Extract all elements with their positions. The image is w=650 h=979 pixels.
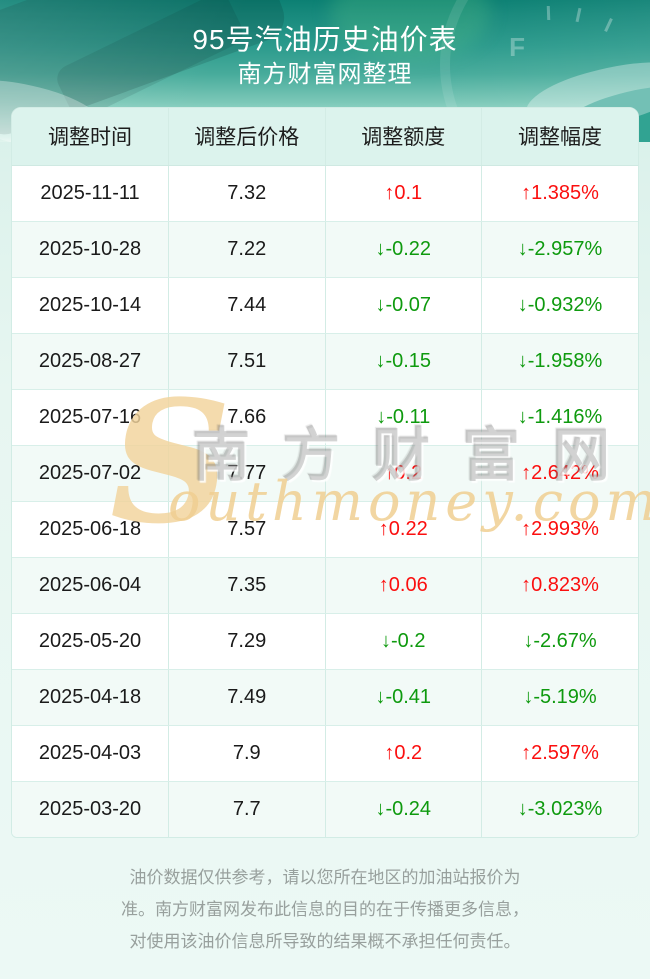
cell-change: ↑0.2 <box>325 725 482 782</box>
cell-percent: ↓-1.416% <box>481 389 638 446</box>
cell-price: 7.51 <box>168 333 326 390</box>
cell-date: 2025-07-16 <box>12 389 169 446</box>
table-row: 2025-06-04 7.35 ↑0.06 ↑0.823% <box>12 557 638 614</box>
disclaimer-line: 油价数据仅供参考，请以您所在地区的加油站报价为 <box>129 868 521 887</box>
cell-percent: ↓-0.932% <box>481 277 638 334</box>
cell-percent: ↑1.385% <box>481 165 638 222</box>
cell-change: ↑0.2 <box>325 445 482 502</box>
cell-date: 2025-10-14 <box>12 277 169 334</box>
col-header-adjust-amount: 调整额度 <box>325 108 482 166</box>
table-row: 2025-10-14 7.44 ↓-0.07 ↓-0.932% <box>12 277 638 334</box>
cell-change: ↑0.06 <box>325 557 482 614</box>
cell-date: 2025-07-02 <box>12 445 169 502</box>
table-row: 2025-03-20 7.7 ↓-0.24 ↓-3.023% <box>12 781 638 837</box>
table-row: 2025-08-27 7.51 ↓-0.15 ↓-1.958% <box>12 333 638 390</box>
col-header-adjusted-price: 调整后价格 <box>168 108 326 166</box>
table-row: 2025-04-03 7.9 ↑0.2 ↑2.597% <box>12 725 638 782</box>
price-table: 调整时间 调整后价格 调整额度 调整幅度 2025-11-11 7.32 ↑0.… <box>12 108 638 837</box>
cell-date: 2025-06-04 <box>12 557 169 614</box>
cell-price: 7.57 <box>168 501 326 558</box>
disclaimer-line: 准。南方财富网发布此信息的目的在于传播更多信息， <box>121 900 529 919</box>
cell-date: 2025-08-27 <box>12 333 169 390</box>
cell-change: ↓-0.24 <box>325 781 482 837</box>
cell-percent: ↑0.823% <box>481 557 638 614</box>
page-title: 95号汽油历史油价表 <box>192 24 458 55</box>
table-row: 2025-10-28 7.22 ↓-0.22 ↓-2.957% <box>12 221 638 278</box>
cell-change: ↓-0.11 <box>325 389 482 446</box>
cell-percent: ↓-2.957% <box>481 221 638 278</box>
cell-change: ↑0.22 <box>325 501 482 558</box>
col-header-adjust-range: 调整幅度 <box>481 108 638 166</box>
cell-price: 7.77 <box>168 445 326 502</box>
cell-price: 7.66 <box>168 389 326 446</box>
cell-percent: ↓-1.958% <box>481 333 638 390</box>
cell-change: ↓-0.07 <box>325 277 482 334</box>
table-header-row: 调整时间 调整后价格 调整额度 调整幅度 <box>12 108 638 166</box>
cell-change: ↑0.1 <box>325 165 482 222</box>
cell-percent: ↓-3.023% <box>481 781 638 837</box>
table-row: 2025-05-20 7.29 ↓-0.2 ↓-2.67% <box>12 613 638 670</box>
cell-change: ↓-0.15 <box>325 333 482 390</box>
cell-price: 7.32 <box>168 165 326 222</box>
cell-price: 7.29 <box>168 613 326 670</box>
page-subtitle: 南方财富网整理 <box>237 61 413 88</box>
price-table-body: 2025-11-11 7.32 ↑0.1 ↑1.385% 2025-10-28 … <box>12 165 638 837</box>
disclaimer-line: 对使用该油价信息所导致的结果概不承担任何责任。 <box>129 932 521 951</box>
cell-date: 2025-03-20 <box>12 781 169 837</box>
cell-percent: ↓-2.67% <box>481 613 638 670</box>
table-row: 2025-11-11 7.32 ↑0.1 ↑1.385% <box>12 165 638 222</box>
cell-date: 2025-05-20 <box>12 613 169 670</box>
table-row: 2025-04-18 7.49 ↓-0.41 ↓-5.19% <box>12 669 638 726</box>
cell-percent: ↑2.642% <box>481 445 638 502</box>
cell-price: 7.22 <box>168 221 326 278</box>
cell-date: 2025-04-18 <box>12 669 169 726</box>
cell-date: 2025-06-18 <box>12 501 169 558</box>
cell-price: 7.44 <box>168 277 326 334</box>
col-header-adjust-time: 调整时间 <box>12 108 169 166</box>
table-row: 2025-07-16 7.66 ↓-0.11 ↓-1.416% <box>12 389 638 446</box>
fuel-gauge-decor <box>440 0 650 142</box>
cell-price: 7.49 <box>168 669 326 726</box>
cell-percent: ↑2.597% <box>481 725 638 782</box>
cell-change: ↓-0.41 <box>325 669 482 726</box>
cell-price: 7.9 <box>168 725 326 782</box>
cell-date: 2025-11-11 <box>12 165 169 222</box>
cell-price: 7.35 <box>168 557 326 614</box>
cell-date: 2025-04-03 <box>12 725 169 782</box>
cell-change: ↓-0.2 <box>325 613 482 670</box>
fuel-gauge-f-mark: F <box>509 32 525 63</box>
price-table-container: 调整时间 调整后价格 调整额度 调整幅度 2025-11-11 7.32 ↑0.… <box>11 107 639 838</box>
cell-percent: ↓-5.19% <box>481 669 638 726</box>
disclaimer: 油价数据仅供参考，请以您所在地区的加油站报价为 准。南方财富网发布此信息的目的在… <box>25 862 625 958</box>
cell-price: 7.7 <box>168 781 326 837</box>
table-row: 2025-07-02 7.77 ↑0.2 ↑2.642% <box>12 445 638 502</box>
cell-change: ↓-0.22 <box>325 221 482 278</box>
cell-percent: ↑2.993% <box>481 501 638 558</box>
cell-date: 2025-10-28 <box>12 221 169 278</box>
table-row: 2025-06-18 7.57 ↑0.22 ↑2.993% <box>12 501 638 558</box>
